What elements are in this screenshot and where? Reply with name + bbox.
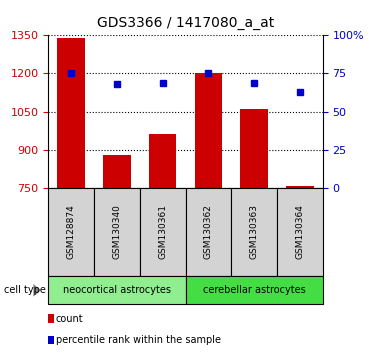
Text: neocortical astrocytes: neocortical astrocytes xyxy=(63,285,171,295)
Bar xyxy=(195,73,222,188)
Text: GDS3366 / 1417080_a_at: GDS3366 / 1417080_a_at xyxy=(97,16,274,30)
Text: GSM128874: GSM128874 xyxy=(67,205,76,259)
Text: percentile rank within the sample: percentile rank within the sample xyxy=(56,335,221,345)
Bar xyxy=(186,276,323,304)
Bar xyxy=(103,155,131,188)
Text: count: count xyxy=(56,314,83,324)
Bar xyxy=(48,188,94,276)
Bar xyxy=(140,188,186,276)
Text: GSM130362: GSM130362 xyxy=(204,204,213,259)
Bar xyxy=(231,188,277,276)
Bar xyxy=(240,109,268,188)
Bar xyxy=(48,336,54,344)
Text: cerebellar astrocytes: cerebellar astrocytes xyxy=(203,285,305,295)
Polygon shape xyxy=(33,284,41,297)
Bar xyxy=(277,188,323,276)
Bar xyxy=(186,188,231,276)
Text: cell type: cell type xyxy=(4,285,46,295)
Bar xyxy=(94,188,140,276)
Bar xyxy=(58,38,85,188)
Text: GSM130363: GSM130363 xyxy=(250,204,259,259)
Bar xyxy=(48,276,186,304)
Bar xyxy=(149,134,176,188)
Bar xyxy=(286,186,313,188)
Text: GSM130364: GSM130364 xyxy=(295,204,304,259)
Text: GSM130361: GSM130361 xyxy=(158,204,167,259)
Text: GSM130340: GSM130340 xyxy=(112,204,121,259)
Bar xyxy=(48,314,54,323)
